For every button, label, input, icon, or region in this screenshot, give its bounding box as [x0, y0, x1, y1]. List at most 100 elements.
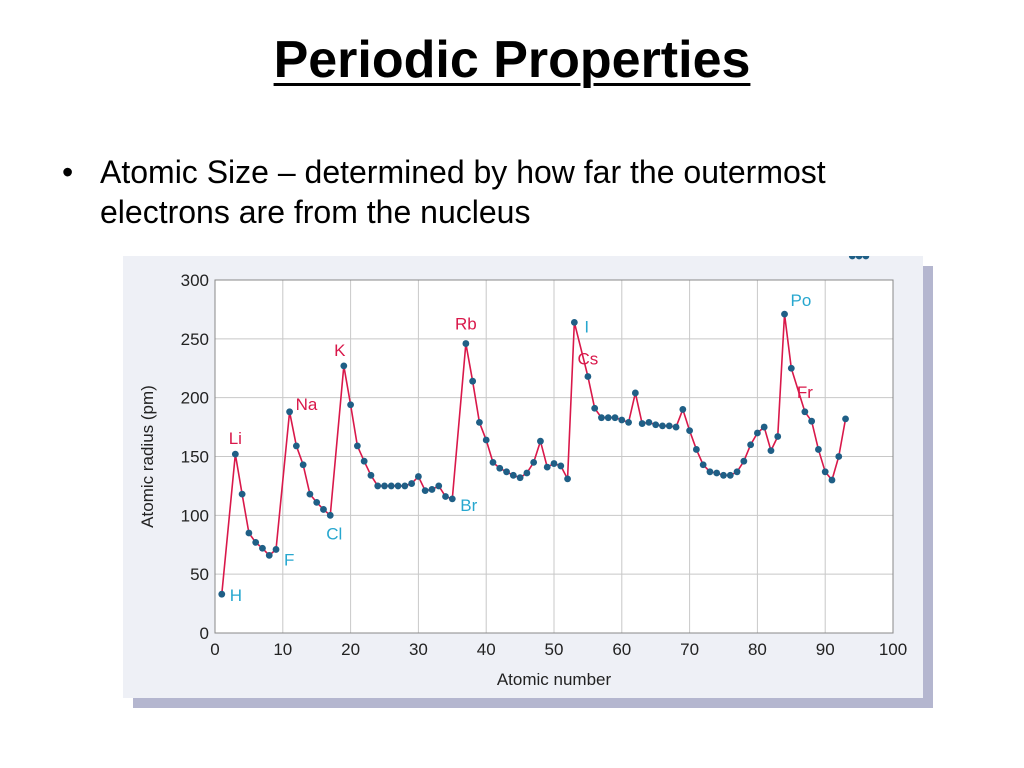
- data-point: [631, 389, 639, 397]
- data-point: [747, 441, 755, 449]
- data-point: [801, 408, 809, 416]
- data-point: [462, 340, 470, 347]
- slide-title: Periodic Properties: [273, 31, 751, 89]
- data-point: [218, 590, 226, 598]
- data-point: [638, 420, 646, 427]
- data-point: [604, 414, 612, 422]
- data-point: [313, 498, 321, 506]
- data-point: [428, 486, 436, 493]
- data-point: [516, 474, 524, 482]
- data-point: [713, 469, 721, 477]
- data-point: [699, 461, 707, 469]
- data-point: [252, 538, 260, 546]
- data-point: [347, 401, 354, 409]
- data-point: [584, 373, 592, 380]
- y-tick-label: 200: [181, 389, 209, 408]
- data-point: [720, 471, 727, 479]
- data-point: [754, 429, 761, 437]
- data-point: [598, 414, 605, 422]
- element-label-po: Po: [791, 291, 812, 310]
- data-point: [808, 417, 816, 425]
- data-point: [828, 476, 836, 484]
- x-tick-label: 50: [545, 640, 564, 659]
- data-point: [570, 318, 578, 326]
- element-label-cl: Cl: [326, 524, 342, 543]
- data-point: [679, 406, 687, 413]
- element-label-rb: Rb: [455, 315, 477, 334]
- element-label-fr: Fr: [797, 383, 813, 402]
- data-point: [448, 495, 456, 503]
- data-point: [774, 433, 782, 440]
- data-point: [415, 473, 422, 480]
- bullet-text: Atomic Size – determined by how far the …: [100, 154, 826, 230]
- data-point: [530, 458, 538, 466]
- data-point: [482, 436, 490, 444]
- element-label-na: Na: [296, 395, 318, 414]
- data-point: [231, 450, 239, 458]
- x-tick-label: 90: [816, 640, 835, 659]
- atomic-radius-chart: 0 50 100 150 200 250 300 0 10 20 30 40 50 60 70 80 90 10…: [138, 256, 907, 689]
- y-tick-label: 100: [181, 506, 209, 525]
- data-point: [591, 404, 599, 412]
- data-point: [503, 468, 510, 476]
- data-point: [842, 415, 849, 423]
- data-point: [381, 482, 388, 490]
- data-point: [835, 453, 843, 460]
- data-point: [821, 468, 829, 476]
- x-tick-label: 70: [680, 640, 699, 659]
- data-point: [659, 422, 666, 430]
- y-tick-label: 150: [181, 448, 209, 467]
- x-tick-label: 80: [748, 640, 767, 659]
- plot-border: [214, 279, 894, 634]
- data-point: [557, 462, 565, 470]
- element-label-h: H: [230, 586, 242, 605]
- data-point: [374, 482, 382, 490]
- element-labels: H Li F Na Cl K Br Rb I Cs Po Fr: [229, 291, 813, 605]
- data-point: [855, 256, 863, 260]
- data-point: [292, 442, 300, 450]
- y-tick-label: 50: [190, 565, 209, 584]
- element-label-br: Br: [460, 496, 477, 515]
- data-point: [740, 457, 748, 465]
- data-point: [523, 469, 531, 477]
- y-tick-label: 250: [181, 330, 209, 349]
- x-axis-label: Atomic number: [497, 670, 612, 689]
- data-point: [625, 418, 632, 426]
- data-point: [692, 446, 700, 453]
- x-tick-label: 100: [879, 640, 907, 659]
- data-point: [611, 414, 619, 422]
- element-label-i: I: [584, 317, 589, 336]
- data-point: [421, 487, 429, 495]
- data-point: [509, 471, 517, 479]
- data-point: [489, 458, 497, 466]
- data-point: [442, 493, 449, 500]
- x-tick-label: 60: [612, 640, 631, 659]
- data-point: [435, 482, 443, 490]
- data-point: [496, 464, 504, 472]
- data-point: [706, 468, 714, 476]
- data-point: [787, 364, 795, 372]
- data-points: [218, 256, 870, 598]
- x-tick-label: 20: [341, 640, 360, 659]
- data-point: [353, 442, 361, 450]
- data-point: [387, 482, 395, 490]
- data-point: [652, 421, 660, 429]
- data-point: [401, 482, 409, 490]
- data-point: [781, 310, 788, 318]
- data-point: [306, 490, 314, 498]
- data-point: [238, 490, 246, 498]
- data-point: [726, 471, 734, 479]
- data-point: [476, 418, 483, 426]
- data-point: [469, 377, 477, 385]
- data-point: [537, 437, 544, 445]
- data-point: [340, 362, 348, 370]
- x-axis-ticks: 0 10 20 30 40 50 60 70 80 90 100: [210, 640, 907, 659]
- data-point: [645, 418, 653, 426]
- data-point: [408, 480, 416, 487]
- data-point: [326, 511, 334, 519]
- data-point: [618, 416, 626, 424]
- data-point: [848, 256, 856, 260]
- data-point: [733, 468, 741, 476]
- data-point: [543, 463, 551, 471]
- element-label-k: K: [334, 341, 346, 360]
